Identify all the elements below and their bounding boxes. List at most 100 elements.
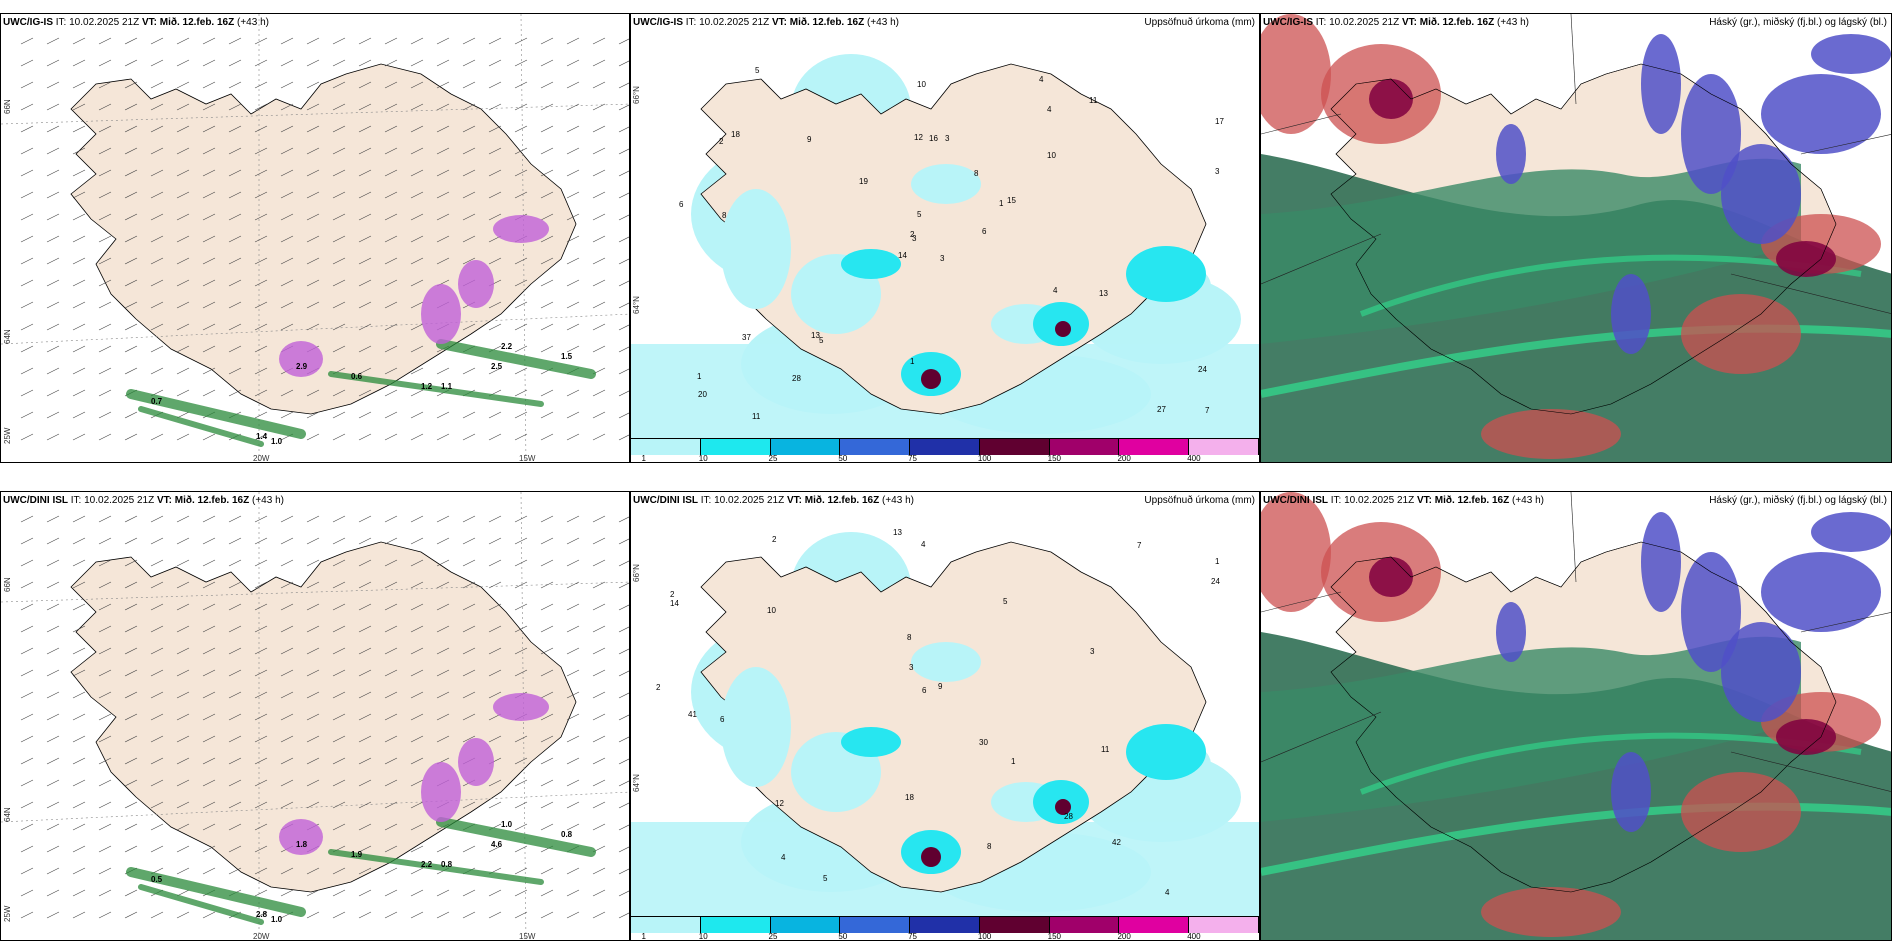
wind-barb <box>514 323 528 331</box>
wind-barb <box>358 37 372 45</box>
wind-barb <box>332 301 346 309</box>
colorbar-tick: 1 <box>641 932 646 941</box>
precip-value: 27 <box>1157 405 1166 414</box>
colorbar-ticks: 1 10 25 50 75 100 150 200 400 <box>631 454 1259 462</box>
wind-barb <box>566 647 580 655</box>
wind-barb <box>540 279 554 287</box>
wind-barb <box>202 603 216 611</box>
wind-barb <box>592 59 606 67</box>
wind-barb <box>618 280 629 287</box>
wind-barb <box>618 890 629 897</box>
wind-barb <box>72 845 86 853</box>
wind-barb <box>332 213 346 221</box>
precip-value: 3 <box>912 234 917 243</box>
wind-barb <box>124 235 138 243</box>
wind-barb <box>46 515 60 523</box>
wind-barb <box>150 235 164 243</box>
wind-barb <box>202 125 216 133</box>
wind-barb <box>176 647 190 655</box>
wind-barb <box>150 213 164 221</box>
rain-band <box>328 371 544 407</box>
wind-barb <box>20 37 34 45</box>
wind-barb <box>514 735 528 743</box>
wind-barb <box>514 625 528 633</box>
low-cloud-area <box>1611 274 1651 354</box>
cloud-title: Háský (gr.), miðský (fj.bl.) og lágský (… <box>1709 17 1887 28</box>
wind-barb <box>488 257 502 265</box>
wind-barb <box>280 323 294 331</box>
wind-barb <box>46 801 60 809</box>
wind-barb <box>254 323 268 331</box>
wind-barb <box>540 345 554 353</box>
wind-barb <box>592 37 606 45</box>
wind-value: 1.0 <box>501 820 513 829</box>
wind-barb <box>72 713 86 721</box>
lon-label-15w: 15W <box>519 454 536 463</box>
precip-value: 6 <box>679 200 684 209</box>
wind-barb <box>98 691 112 699</box>
wind-barb <box>150 537 164 545</box>
wind-barb <box>254 889 268 897</box>
wind-barb <box>228 625 242 633</box>
wind-barb <box>566 301 580 309</box>
precip-heavy <box>841 249 901 279</box>
wind-barb <box>254 625 268 633</box>
wind-value: 1.9 <box>351 850 363 859</box>
wind-barb <box>384 411 398 419</box>
colorbar-tick: 150 <box>1047 932 1062 941</box>
wind-barb <box>488 367 502 375</box>
wind-barb <box>46 433 60 441</box>
wind-barb <box>566 103 580 111</box>
precip-value: 9 <box>807 135 812 144</box>
precip-value: 6 <box>982 227 987 236</box>
wind-barb <box>46 713 60 721</box>
wind-barb <box>46 213 60 221</box>
wind-barb <box>98 59 112 67</box>
high-cloud-layer <box>1261 636 1801 822</box>
wind-barb <box>280 81 294 89</box>
wind-barb <box>592 801 606 809</box>
wind-barb <box>358 191 372 199</box>
wind-barb <box>488 213 502 221</box>
wind-barb <box>410 735 424 743</box>
mid-cloud-area <box>1681 772 1801 852</box>
wind-barb <box>46 59 60 67</box>
wind-barb <box>254 713 268 721</box>
wind-barb <box>72 323 86 331</box>
wind-barb <box>462 191 476 199</box>
wind-barb <box>384 625 398 633</box>
wind-barb <box>436 367 450 375</box>
wind-barb <box>540 169 554 177</box>
wind-barb <box>488 537 502 545</box>
wind-barb <box>384 911 398 919</box>
wind-barb <box>410 103 424 111</box>
wind-barb <box>488 37 502 45</box>
wind-barb <box>228 389 242 397</box>
wind-barb <box>202 845 216 853</box>
wind-barb <box>514 845 528 853</box>
wind-barb <box>618 302 629 309</box>
wind-barb <box>46 81 60 89</box>
wind-barb <box>436 213 450 221</box>
precip-value: 42 <box>1112 838 1121 847</box>
rain-band <box>138 406 264 447</box>
wind-barb <box>332 867 346 875</box>
wind-barb <box>384 669 398 677</box>
cloud-panel-row1: UWC/IG-IS IT: 10.02.2025 21Z VT: Mið. 12… <box>1260 13 1892 463</box>
wind-barb <box>384 345 398 353</box>
wind-barb <box>410 889 424 897</box>
wind-barb <box>228 279 242 287</box>
wind-barb <box>280 779 294 787</box>
precip-value: 10 <box>1047 151 1056 160</box>
wind-barb <box>410 603 424 611</box>
wind-barb <box>98 537 112 545</box>
wind-barb <box>332 581 346 589</box>
wind-barb <box>46 779 60 787</box>
wind-barb <box>540 323 554 331</box>
wind-barb <box>20 323 34 331</box>
wind-barb <box>202 169 216 177</box>
wind-barb <box>514 801 528 809</box>
wind-barb <box>176 845 190 853</box>
wind-barb <box>514 103 528 111</box>
